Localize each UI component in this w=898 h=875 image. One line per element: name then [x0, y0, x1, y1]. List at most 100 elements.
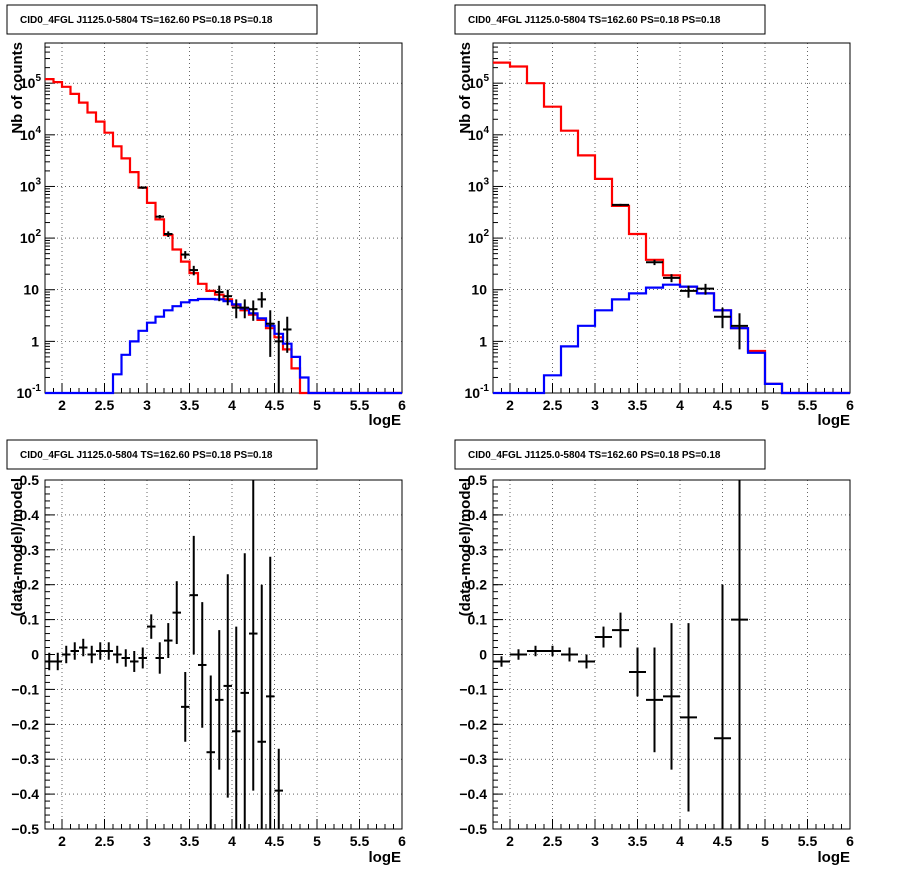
y-tick-label: −0.1: [11, 681, 39, 697]
y-tick-label: 10-1: [465, 383, 490, 401]
y-tick-label: 0.3: [468, 542, 488, 558]
residuals-panel-left: CID0_4FGL J1125.0-5804 TS=162.60 PS=0.18…: [6, 439, 406, 866]
x-tick-label: 3: [591, 397, 599, 413]
panel-title: CID0_4FGL J1125.0-5804 TS=162.60 PS=0.18…: [468, 15, 721, 26]
residual-point: [104, 642, 113, 660]
x-tick-label: 5: [761, 833, 769, 849]
residuals-panel-right: CID0_4FGL J1125.0-5804 TS=162.60 PS=0.18…: [454, 439, 854, 866]
plot-area: 2 2.5 3 3.5 4 4.5 5 5.5 6 10-1 1 10 102 103 104 105: [465, 42, 854, 413]
residual-point: [493, 656, 510, 667]
panel-title: CID0_4FGL J1125.0-5804 TS=162.60 PS=0.18…: [20, 450, 273, 461]
x-tick-label: 2: [506, 397, 514, 413]
data-point: [164, 231, 173, 237]
data-point: [223, 289, 232, 306]
x-tick-label: 6: [846, 833, 854, 849]
y-tick-label: 0.2: [20, 577, 40, 593]
data-point: [266, 310, 275, 357]
x-axis-title: logE: [369, 412, 402, 429]
y-tick-label: 10: [23, 282, 39, 298]
y-tick-label: 1: [31, 333, 39, 349]
x-tick-label: 4.5: [713, 833, 733, 849]
data-point: [249, 300, 258, 321]
y-axis-title: Nb of counts: [457, 42, 474, 134]
residual-point: [544, 645, 561, 657]
y-tick-label: −0.3: [11, 751, 39, 767]
residual-point: [646, 647, 663, 753]
data-point: [181, 251, 190, 259]
residual-point: [232, 626, 241, 829]
source-model-histogram: [493, 283, 850, 395]
y-tick-label: 103: [20, 176, 42, 194]
data-point: [612, 203, 629, 206]
x-tick-label: 4: [228, 397, 236, 413]
residual-point: [155, 642, 164, 674]
y-tick-label: 1: [479, 333, 487, 349]
y-tick-label: 0.4: [468, 507, 488, 523]
residual-point: [257, 584, 266, 829]
y-tick-label: 10: [471, 282, 487, 298]
x-tick-label: 3.5: [628, 833, 648, 849]
plot-area: 2 2.5 3 3.5 4 4.5 5 5.5 6 −0.5 −0.4 −0.3 −0.2 −0.1 0 0.…: [459, 472, 854, 849]
y-tick-label: 0.5: [20, 472, 40, 488]
y-axis-title: (data-model)/model: [9, 478, 26, 616]
residual-point: [561, 647, 578, 662]
y-tick-label: 0.2: [468, 577, 488, 593]
plot-area: 2 2.5 3 3.5 4 4.5 5 5.5 6 −0.5 −0.4 −0.3 −0.2 −0.1 0 0.…: [11, 472, 406, 849]
y-tick-label: 0.1: [20, 612, 40, 628]
residual-point: [578, 654, 595, 669]
residual-point: [266, 556, 275, 829]
counts-panel-right: CID0_4FGL J1125.0-5804 TS=162.60 PS=0.18…: [454, 4, 854, 429]
residual-point: [79, 638, 88, 657]
x-tick-label: 5.5: [350, 397, 370, 413]
y-tick-label: −0.1: [459, 681, 487, 697]
x-tick-label: 3: [143, 833, 151, 849]
residual-point: [629, 647, 646, 697]
y-tick-label: 0: [479, 647, 487, 663]
y-tick-label: −0.5: [11, 821, 39, 837]
y-tick-label: −0.2: [459, 716, 487, 732]
x-tick-label: 5: [313, 833, 321, 849]
residual-point: [164, 623, 173, 658]
panel-title: CID0_4FGL J1125.0-5804 TS=162.60 PS=0.18…: [20, 15, 273, 26]
residual-point: [249, 480, 258, 791]
data-point: [697, 283, 714, 295]
x-axis-title: logE: [818, 412, 851, 429]
data-point: [663, 274, 680, 283]
x-tick-label: 3.5: [180, 833, 200, 849]
data-point: [731, 313, 748, 350]
x-tick-label: 5.5: [798, 833, 818, 849]
y-tick-label: −0.5: [459, 821, 487, 837]
x-tick-label: 2: [58, 833, 66, 849]
residual-point: [45, 652, 54, 671]
residual-point: [663, 623, 680, 770]
y-tick-label: 104: [20, 125, 42, 143]
data-point: [232, 299, 241, 319]
data-point: [680, 285, 697, 298]
residual-point: [121, 649, 130, 667]
y-axis-title: Nb of counts: [9, 42, 26, 134]
x-tick-label: 4: [676, 833, 684, 849]
x-tick-label: 2.5: [95, 833, 115, 849]
residual-point: [189, 535, 198, 655]
y-tick-label: 104: [468, 125, 490, 143]
x-tick-label: 4: [228, 833, 236, 849]
x-tick-label: 4.5: [265, 833, 285, 849]
residual-point: [53, 652, 62, 671]
y-tick-label: 0.1: [468, 612, 488, 628]
x-tick-label: 3.5: [180, 397, 200, 413]
data-point: [283, 316, 292, 353]
y-tick-label: 102: [468, 228, 490, 246]
residual-point: [680, 623, 697, 812]
residual-point: [274, 748, 283, 829]
residual-point: [223, 574, 232, 798]
x-tick-label: 6: [846, 397, 854, 413]
title-box: [454, 4, 766, 35]
data-point: [215, 285, 224, 302]
x-tick-label: 3.5: [628, 397, 648, 413]
residual-point: [138, 647, 147, 669]
title-box: [6, 4, 318, 35]
data-point: [189, 265, 198, 276]
y-tick-label: 0.4: [20, 507, 40, 523]
residual-point: [87, 645, 96, 664]
